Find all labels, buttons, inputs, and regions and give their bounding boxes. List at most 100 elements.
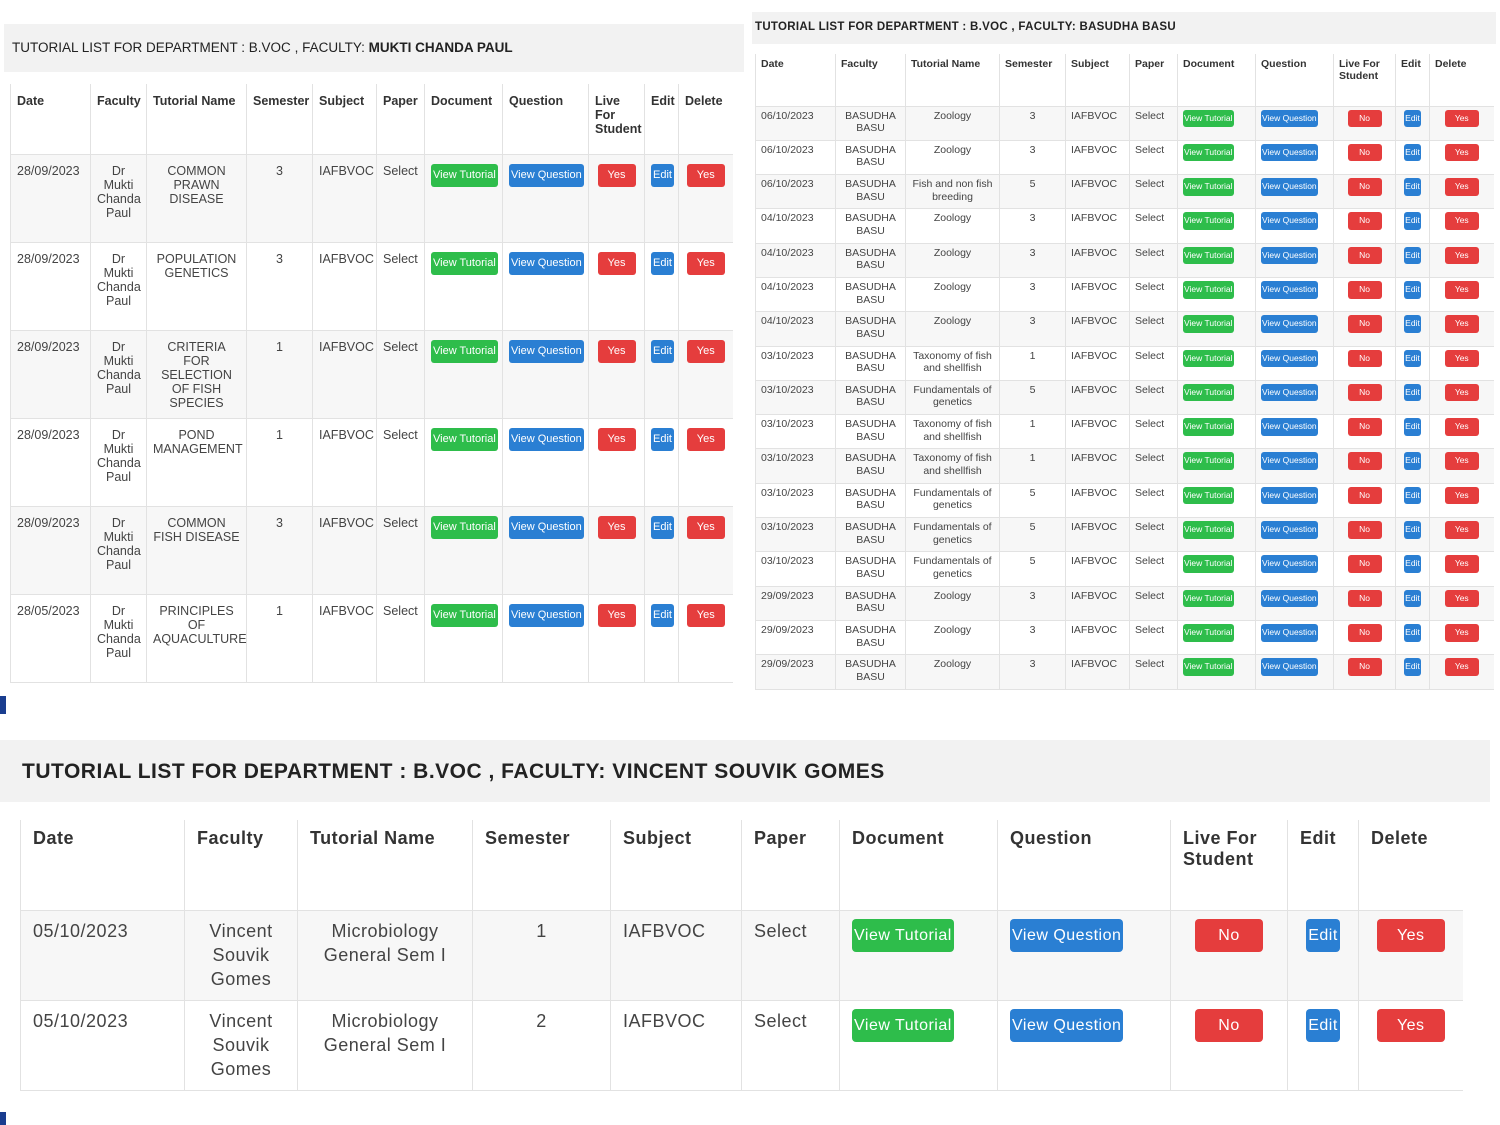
view-tutorial-button[interactable]: View Tutorial xyxy=(1183,418,1234,436)
edit-button[interactable]: Edit xyxy=(651,251,674,276)
live-for-student-button[interactable]: No xyxy=(1347,589,1382,608)
delete-button[interactable]: Yes xyxy=(1444,383,1479,402)
delete-button[interactable]: Yes xyxy=(1444,452,1479,471)
delete-button[interactable]: Yes xyxy=(1444,246,1479,265)
view-question-button[interactable]: View Question xyxy=(509,163,584,188)
live-for-student-button[interactable]: No xyxy=(1347,418,1382,436)
edit-button[interactable]: Edit xyxy=(651,603,674,628)
delete-button[interactable]: Yes xyxy=(686,339,725,364)
edit-button[interactable]: Edit xyxy=(651,163,674,188)
live-for-student-button[interactable]: No xyxy=(1347,383,1382,402)
delete-button[interactable]: Yes xyxy=(1444,315,1479,333)
live-for-student-button[interactable]: No xyxy=(1347,315,1382,333)
live-for-student-button[interactable]: No xyxy=(1347,452,1382,471)
paper-select-text[interactable]: Select xyxy=(1135,143,1165,156)
edit-button[interactable]: Edit xyxy=(1404,623,1421,642)
live-for-student-button[interactable]: No xyxy=(1347,212,1382,230)
view-question-button[interactable]: View Question xyxy=(509,515,584,540)
view-question-button[interactable]: View Question xyxy=(1261,143,1318,162)
edit-button[interactable]: Edit xyxy=(1306,1008,1340,1043)
view-tutorial-button[interactable]: View Tutorial xyxy=(1183,246,1234,265)
edit-button[interactable]: Edit xyxy=(1306,918,1340,953)
edit-button[interactable]: Edit xyxy=(651,339,674,364)
view-question-button[interactable]: View Question xyxy=(1261,383,1318,402)
view-tutorial-button[interactable]: View Tutorial xyxy=(1183,452,1234,471)
live-for-student-button[interactable]: Yes xyxy=(597,515,636,540)
delete-button[interactable]: Yes xyxy=(1444,418,1479,436)
view-question-button[interactable]: View Question xyxy=(1261,178,1318,196)
view-question-button[interactable]: View Question xyxy=(1261,246,1318,265)
edit-button[interactable]: Edit xyxy=(1404,280,1421,299)
delete-button[interactable]: Yes xyxy=(686,603,725,628)
paper-select-text[interactable]: Select xyxy=(1135,623,1165,636)
delete-button[interactable]: Yes xyxy=(686,251,725,276)
edit-button[interactable]: Edit xyxy=(1404,452,1421,471)
view-tutorial-button[interactable]: View Tutorial xyxy=(852,1008,954,1043)
live-for-student-button[interactable]: Yes xyxy=(597,251,636,276)
view-question-button[interactable]: View Question xyxy=(1261,521,1318,539)
view-tutorial-button[interactable]: View Tutorial xyxy=(1183,212,1234,230)
edit-button[interactable]: Edit xyxy=(1404,143,1421,162)
delete-button[interactable]: Yes xyxy=(1444,143,1479,162)
paper-select-text[interactable]: Select xyxy=(754,920,808,941)
edit-button[interactable]: Edit xyxy=(1404,349,1421,368)
delete-button[interactable]: Yes xyxy=(686,163,725,188)
view-tutorial-button[interactable]: View Tutorial xyxy=(1183,521,1234,539)
live-for-student-button[interactable]: No xyxy=(1195,918,1263,953)
view-question-button[interactable]: View Question xyxy=(509,339,584,364)
delete-button[interactable]: Yes xyxy=(1444,178,1479,196)
delete-button[interactable]: Yes xyxy=(1444,280,1479,299)
view-tutorial-button[interactable]: View Tutorial xyxy=(852,918,954,953)
live-for-student-button[interactable]: No xyxy=(1347,280,1382,299)
view-question-button[interactable]: View Question xyxy=(1261,623,1318,642)
view-tutorial-button[interactable]: View Tutorial xyxy=(431,163,498,188)
edit-button[interactable]: Edit xyxy=(651,515,674,540)
view-tutorial-button[interactable]: View Tutorial xyxy=(431,339,498,364)
view-question-button[interactable]: View Question xyxy=(1261,418,1318,436)
paper-select-text[interactable]: Select xyxy=(1135,452,1165,465)
delete-button[interactable]: Yes xyxy=(1444,349,1479,368)
live-for-student-button[interactable]: No xyxy=(1347,143,1382,162)
view-question-button[interactable]: View Question xyxy=(1261,212,1318,230)
paper-select-text[interactable]: Select xyxy=(1135,315,1165,328)
live-for-student-button[interactable]: Yes xyxy=(597,339,636,364)
edit-button[interactable]: Edit xyxy=(1404,658,1421,676)
paper-select-text[interactable]: Select xyxy=(1135,178,1165,191)
view-tutorial-button[interactable]: View Tutorial xyxy=(1183,349,1234,368)
live-for-student-button[interactable]: No xyxy=(1347,109,1382,128)
view-question-button[interactable]: View Question xyxy=(1261,589,1318,608)
delete-button[interactable]: Yes xyxy=(686,515,725,540)
view-tutorial-button[interactable]: View Tutorial xyxy=(1183,178,1234,196)
edit-button[interactable]: Edit xyxy=(1404,212,1421,230)
delete-button[interactable]: Yes xyxy=(1444,589,1479,608)
paper-select-text[interactable]: Select xyxy=(383,339,418,354)
delete-button[interactable]: Yes xyxy=(1444,521,1479,539)
live-for-student-button[interactable]: Yes xyxy=(597,163,636,188)
view-question-button[interactable]: View Question xyxy=(1261,349,1318,368)
live-for-student-button[interactable]: No xyxy=(1195,1008,1263,1043)
edit-button[interactable]: Edit xyxy=(1404,589,1421,608)
live-for-student-button[interactable]: Yes xyxy=(597,603,636,628)
live-for-student-button[interactable]: No xyxy=(1347,349,1382,368)
paper-select-text[interactable]: Select xyxy=(1135,658,1165,671)
paper-select-text[interactable]: Select xyxy=(383,251,418,266)
paper-select-text[interactable]: Select xyxy=(383,427,418,442)
view-question-button[interactable]: View Question xyxy=(1261,452,1318,471)
paper-select-text[interactable]: Select xyxy=(1135,349,1165,362)
paper-select-text[interactable]: Select xyxy=(1135,486,1165,499)
paper-select-text[interactable]: Select xyxy=(1135,109,1165,122)
view-question-button[interactable]: View Question xyxy=(1261,280,1318,299)
edit-button[interactable]: Edit xyxy=(1404,109,1421,128)
view-question-button[interactable]: View Question xyxy=(1261,109,1318,128)
view-tutorial-button[interactable]: View Tutorial xyxy=(431,251,498,276)
view-tutorial-button[interactable]: View Tutorial xyxy=(1183,658,1234,676)
view-question-button[interactable]: View Question xyxy=(1261,658,1318,676)
view-tutorial-button[interactable]: View Tutorial xyxy=(1183,383,1234,402)
paper-select-text[interactable]: Select xyxy=(1135,589,1165,602)
view-question-button[interactable]: View Question xyxy=(1261,315,1318,333)
delete-button[interactable]: Yes xyxy=(1444,109,1479,128)
view-tutorial-button[interactable]: View Tutorial xyxy=(1183,280,1234,299)
delete-button[interactable]: Yes xyxy=(1376,1008,1445,1043)
view-question-button[interactable]: View Question xyxy=(1010,1008,1124,1043)
paper-select-text[interactable]: Select xyxy=(754,1010,808,1031)
